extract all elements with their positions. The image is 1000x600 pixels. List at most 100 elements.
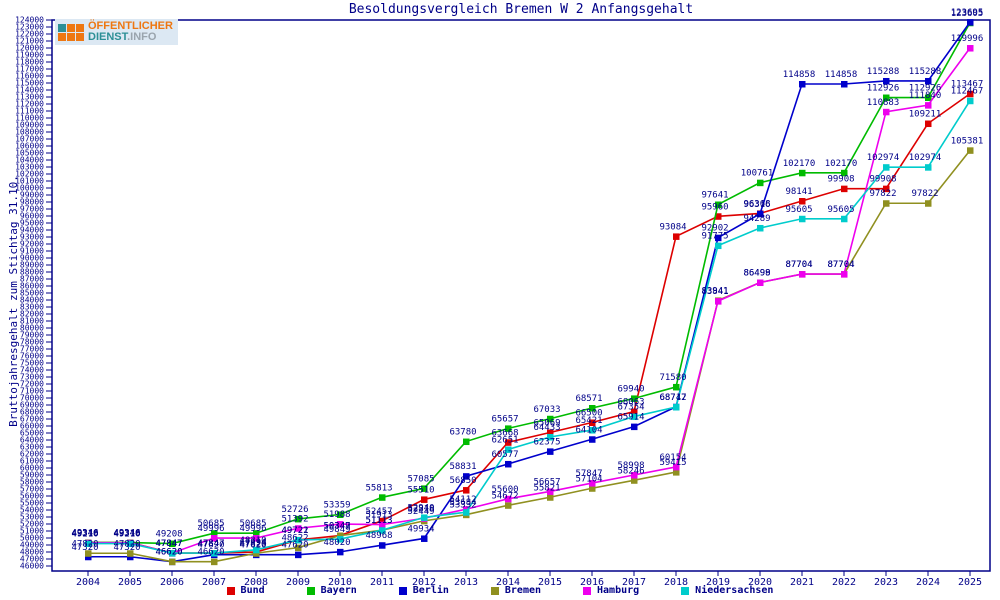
y-tick-label: 49000 <box>20 541 44 550</box>
point-label: 97822 <box>911 189 938 199</box>
point-label: 123605 <box>951 9 984 19</box>
point-label: 69940 <box>617 384 644 394</box>
data-point <box>169 558 176 566</box>
point-label: 47847 <box>197 539 224 549</box>
point-label: 50685 <box>197 519 224 529</box>
data-point <box>967 90 974 98</box>
data-point <box>589 427 596 434</box>
data-point <box>925 77 932 85</box>
legend: Bund Bayern Berlin Bremen Hamburg Niedersachs… <box>0 585 1000 596</box>
data-point <box>673 404 680 411</box>
point-label: 47847 <box>155 539 182 549</box>
x-tick-label: 2007 <box>202 577 226 588</box>
y-tick-label: 76000 <box>20 352 44 361</box>
point-label: 68571 <box>575 394 602 404</box>
point-label: 86499 <box>743 269 770 279</box>
data-point <box>967 19 974 26</box>
point-label: 115288 <box>867 67 900 77</box>
y-tick-label: 69000 <box>20 401 44 410</box>
point-label: 100761 <box>741 169 774 179</box>
point-label: 102974 <box>909 153 942 163</box>
data-point <box>715 201 722 209</box>
data-point <box>967 45 974 52</box>
point-label: 47320 <box>71 543 98 553</box>
data-point <box>631 408 638 416</box>
point-label: 96368 <box>743 199 770 209</box>
y-tick-label: 121000 <box>15 37 44 46</box>
data-point <box>631 395 638 402</box>
data-point <box>379 542 386 549</box>
chart-title: Besoldungsvergleich Bremen W 2 Anfangsge… <box>348 2 694 17</box>
y-tick-label: 94000 <box>20 226 44 235</box>
y-axis-title: Bruttojahresgehalt zum Stichtag 31.10. <box>2 131 20 471</box>
data-point <box>211 535 218 542</box>
point-label: 52726 <box>281 505 308 515</box>
data-point <box>589 436 596 443</box>
series-line <box>88 93 971 554</box>
data-point <box>169 550 176 557</box>
point-label: 71580 <box>659 373 686 383</box>
y-tick-label: 123000 <box>15 23 44 32</box>
point-label: 67033 <box>533 405 560 415</box>
y-tick-label: 87000 <box>20 275 44 284</box>
point-label: 109211 <box>909 110 942 120</box>
data-point <box>295 525 302 532</box>
logo-squares-icon <box>58 23 84 41</box>
data-point <box>883 164 890 171</box>
data-point <box>337 521 344 528</box>
x-tick-label: 2017 <box>622 577 646 588</box>
legend-item-bund: Bund <box>226 585 265 596</box>
point-label: 63668 <box>491 428 518 438</box>
data-point <box>841 169 848 177</box>
data-point <box>799 80 806 88</box>
data-point <box>379 517 386 525</box>
data-point <box>463 509 470 516</box>
point-label: 52940 <box>407 503 434 513</box>
data-point <box>589 485 596 492</box>
data-point <box>547 494 554 501</box>
data-point <box>925 94 932 102</box>
data-point <box>505 502 512 509</box>
y-axis-title-text: Bruttojahresgehalt zum Stichtag 31.10. <box>7 175 20 427</box>
point-label: 55813 <box>365 483 392 493</box>
data-point <box>673 469 680 476</box>
point-label: 49849 <box>323 525 350 535</box>
point-label: 53684 <box>449 498 476 508</box>
point-label: 87704 <box>785 260 812 270</box>
legend-label: Hamburg <box>597 585 640 596</box>
data-point <box>169 540 176 548</box>
y-tick-label: 48000 <box>20 548 44 557</box>
y-tick-label: 47000 <box>20 555 44 564</box>
series-line <box>88 22 971 545</box>
y-tick-label: 101000 <box>15 177 44 186</box>
point-label: 102974 <box>867 153 900 163</box>
y-tick-label: 109000 <box>15 121 44 130</box>
data-point <box>757 279 764 287</box>
point-label: 97641 <box>701 191 728 201</box>
data-point <box>799 169 806 177</box>
point-label: 47847 <box>155 539 182 549</box>
x-axis: 2004 2005 2006 2007 2008 2009 2010 2011 2012 2013… <box>76 571 982 588</box>
data-point <box>295 544 302 552</box>
data-point <box>547 433 554 441</box>
point-label: 47820 <box>71 539 98 549</box>
point-label: 47620 <box>239 541 266 551</box>
data-point <box>211 530 218 537</box>
y-tick-label: 110000 <box>15 114 44 123</box>
point-label: 66500 <box>575 409 602 419</box>
data-point <box>421 496 428 503</box>
x-tick-label: 2005 <box>118 577 142 588</box>
logo-text: ÖFFENTLICHER DIENST.INFO <box>88 21 173 43</box>
point-label: 52457 <box>365 507 392 517</box>
point-label: 48622 <box>281 534 308 544</box>
point-label: 114858 <box>825 70 858 80</box>
point-label: 87704 <box>785 260 812 270</box>
y-tick-label: 59000 <box>20 471 44 480</box>
data-point <box>715 213 722 220</box>
x-tick-label: 2022 <box>832 577 856 588</box>
y-tick-label: 56000 <box>20 492 44 501</box>
point-label: 50347 <box>323 522 350 532</box>
point-label: 55821 <box>533 483 560 493</box>
point-label: 105381 <box>951 136 984 146</box>
x-tick-label: 2018 <box>664 577 688 588</box>
